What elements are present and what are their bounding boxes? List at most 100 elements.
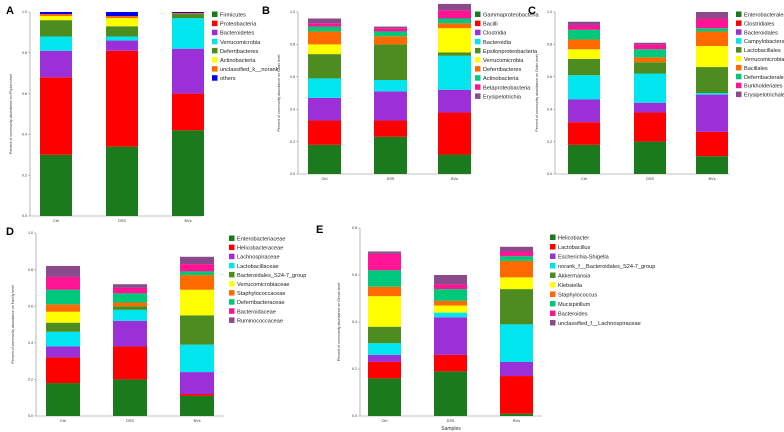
legend-label-c: Erysipelotrichales [744,93,784,99]
y-tick-label-c: 0.8 [547,43,552,47]
bar-segment-a-dss-6 [106,16,138,19]
bar-segment-c-bvs-3 [696,93,728,95]
legend-label-a: Firmicutes [220,13,246,19]
legend-swatch-c [736,38,742,44]
bar-segment-b-dss-6 [374,36,407,45]
bar-segment-e-ctrl-5 [368,296,401,327]
bar-segment-c-ctrl-1 [568,122,600,145]
y-tick-label-d: 0.8 [28,268,33,272]
legend-label-d: Deferribacteraceae [237,300,285,306]
bar-segment-d-dss-3 [113,309,147,321]
legend-label-c: Bacteroidales [744,30,778,36]
legend-swatch-e [550,301,556,307]
bar-segment-c-bvs-2 [696,94,728,132]
legend-label-e: Lactobacillus [558,245,591,251]
bar-segment-a-ctrl-1 [40,77,72,155]
bar-segment-b-dss-1 [374,120,407,137]
legend-label-b: Deferribacteres [483,67,521,73]
bar-segment-d-bvs-9 [180,256,214,265]
legend-label-c: Bacillales [744,66,768,72]
bar-segment-d-dss-0 [113,379,147,416]
legend-label-b: Gammaproteobacteria [483,13,540,19]
y-tick-label-e: 0.4 [352,320,357,324]
y-tick-label-a: 1.0 [22,10,27,14]
legend-label-e: norank_f__Bacteroidales_S24-7_group [558,264,655,270]
y-tick-label-c: 0.0 [547,172,552,176]
bar-segment-c-dss-4 [634,62,666,74]
bar-segment-d-bvs-7 [180,271,214,276]
bar-segment-a-dss-3 [106,36,138,41]
legend-swatch-d [229,290,235,296]
x-tick-label-a: DSS [118,219,126,223]
bar-segment-b-ctrl-2 [308,97,341,121]
bar-segment-d-dss-7 [113,293,147,303]
y-tick-label-d: 0.0 [28,414,33,418]
bar-segment-c-bvs-9 [696,12,728,19]
legend-label-e: Mucispirillum [558,302,591,308]
bar-segment-c-ctrl-3 [568,75,600,100]
legend-swatch-e [550,234,556,240]
legend-swatch-b [475,38,481,45]
bar-segment-e-bvs-1 [500,376,533,414]
legend-label-b: Erysipelotrichia [483,94,522,100]
legend-swatch-c [736,11,742,17]
bar-segment-a-bvs-0 [172,130,204,216]
bar-segment-e-ctrl-8 [368,253,401,271]
bar-segment-a-ctrl-7 [40,12,72,15]
legend-label-a: Actinobacteria [220,58,256,64]
y-tick-label-e: 0.2 [352,367,357,371]
bar-segment-d-ctrl-0 [46,383,80,416]
bar-segment-a-dss-4 [106,26,138,37]
bar-segment-c-dss-8 [634,44,666,50]
legend-swatch-c [736,56,742,62]
bar-segment-e-dss-7 [434,289,467,301]
bar-segment-c-ctrl-2 [568,99,600,123]
legend-swatch-c [736,73,742,80]
bar-segment-e-ctrl-7 [368,270,401,287]
panel-letter-c: C [528,5,536,17]
y-tick-label-a: 0.0 [22,214,27,218]
legend-swatch-e [550,272,556,278]
legend-swatch-e [550,263,556,269]
legend-label-d: Bacteroidaceae [237,309,276,315]
legend-swatch-b [475,75,481,81]
legend-label-b: Clostridia [483,31,507,37]
bar-segment-a-bvs-7 [172,12,204,14]
bar-segment-d-ctrl-2 [46,346,80,358]
bar-segment-e-bvs-0 [500,413,533,416]
y-tick-label-c: 0.6 [547,75,552,79]
y-tick-label-e: 0.6 [352,273,357,277]
bar-segment-b-bvs-6 [438,23,471,29]
bar-segment-c-dss-1 [634,112,666,142]
legend-label-a: Verrucomicrobia [220,40,261,46]
legend-swatch-b [475,47,481,54]
legend-swatch-a [212,29,218,36]
panel-c: C 0.0 0.2 0.4 0.6 0.8 1.0 Percent of community … [528,5,784,181]
bar-segment-c-ctrl-8 [568,24,600,30]
bar-segment-d-dss-8 [113,287,147,294]
bar-segment-d-ctrl-9 [46,265,80,277]
legend-label-d: Lachnospiraceae [237,255,280,261]
bar-segment-c-dss-2 [634,102,666,113]
bar-segment-e-dss-8 [434,284,467,290]
x-tick-label-a: Ctrl [53,219,59,223]
bar-segment-e-dss-0 [434,371,467,416]
legend-label-e: Helicobacter [558,236,589,242]
bar-segment-d-dss-4 [113,306,147,310]
bar-segment-b-bvs-0 [438,154,471,174]
legend-swatch-b [475,84,481,90]
bar-segment-c-ctrl-4 [568,58,600,76]
legend-swatch-a [212,75,218,81]
bar-segment-d-bvs-2 [180,372,214,395]
bar-segment-c-bvs-4 [696,67,728,93]
legend-label-d: Lactobacillaceae [237,264,279,270]
legend-label-a: Deferribacteres [220,49,258,55]
legend-label-d: Ruminococcaceae [237,318,283,324]
legend-label-c: Deferribacterales [744,75,784,81]
legend-swatch-b [475,29,481,36]
panel-letter-b: B [262,5,270,17]
bar-segment-e-dss-3 [434,312,467,318]
legend-swatch-a [212,38,218,45]
bar-segment-c-dss-3 [634,73,666,103]
legend-swatch-c [736,91,742,98]
